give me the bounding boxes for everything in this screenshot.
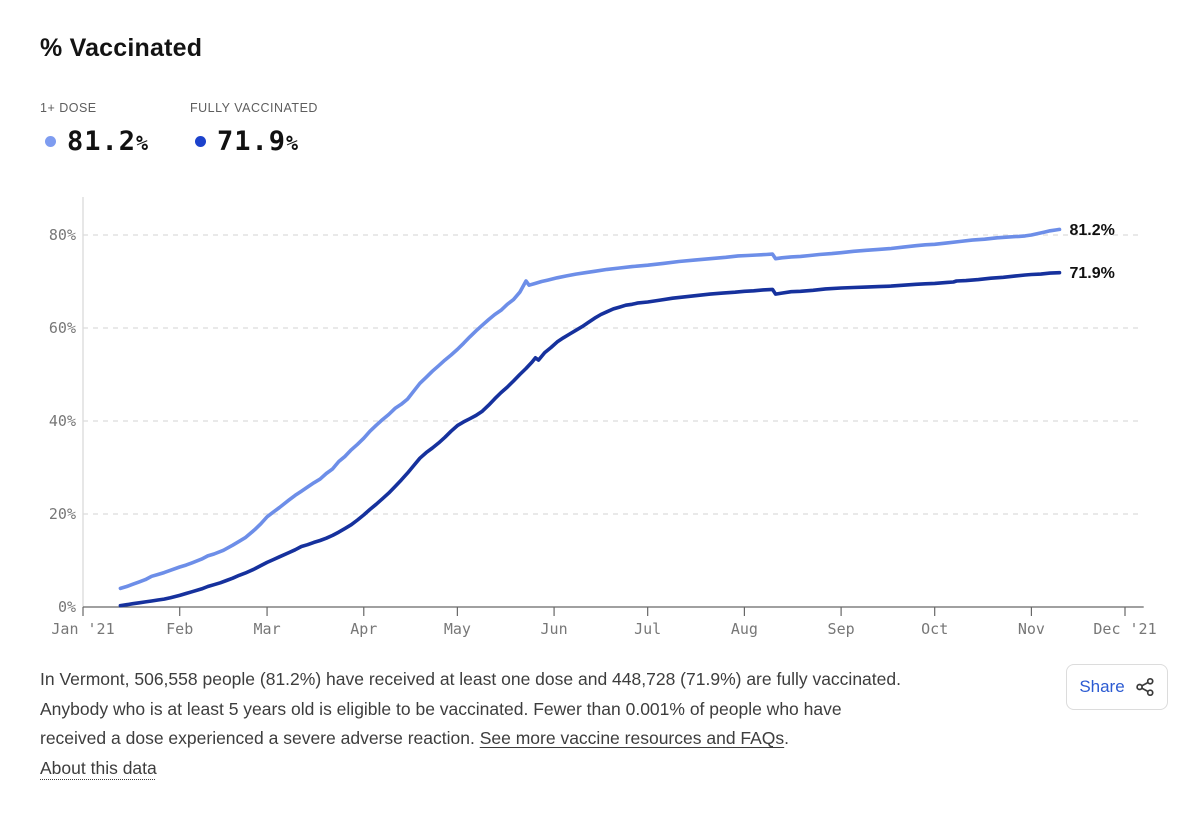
page-title: % Vaccinated [40,34,203,62]
svg-text:Apr: Apr [350,620,377,638]
svg-text:Dec '21: Dec '21 [1093,620,1156,638]
legend-value: 71.9% [217,126,300,157]
svg-text:May: May [444,620,471,638]
legend-label: 1+ DOSE [40,101,97,115]
footnote-line: received a dose experienced a severe adv… [40,728,790,748]
svg-text:Jan '21: Jan '21 [51,620,114,638]
svg-text:80%: 80% [49,226,76,244]
legend-label: FULLY VACCINATED [190,101,318,115]
share-button-label: Share [1079,677,1125,696]
svg-text:0%: 0% [58,598,76,616]
footnote-line: In Vermont, 506,558 people (81.2%) have … [40,669,901,689]
legend-value: 81.2% [67,126,150,157]
share-button[interactable]: Share [1066,664,1168,710]
svg-text:20%: 20% [49,505,76,523]
svg-text:60%: 60% [49,319,76,337]
svg-text:Jul: Jul [634,620,661,638]
svg-text:Nov: Nov [1018,620,1045,638]
chart-footnote: In Vermont, 506,558 people (81.2%) have … [40,665,1030,783]
svg-text:Mar: Mar [254,620,281,638]
svg-text:40%: 40% [49,412,76,430]
legend-dot-1plus-dose-icon [45,136,56,147]
footnote-line: Anybody who is at least 5 years old is e… [40,698,842,719]
svg-text:Feb: Feb [166,620,193,638]
vaccine-resources-link[interactable]: See more vaccine resources and FAQs [479,728,785,748]
svg-text:Oct: Oct [921,620,948,638]
svg-text:Aug: Aug [731,620,758,638]
vaccination-trend-chart: 0% 20% 40% 60% 80% Jan '21 Feb Mar Apr May Jun Jul A… [49,197,1157,638]
legend-item-1plus-dose: 1+ DOSE 81.2% [40,101,190,157]
share-icon [1135,677,1154,697]
svg-text:71.9%: 71.9% [1069,265,1114,282]
svg-text:81.2%: 81.2% [1069,222,1114,239]
svg-text:Jun: Jun [541,620,568,638]
svg-text:Sep: Sep [828,620,855,638]
legend-item-fully-vaccinated: FULLY VACCINATED 71.9% [190,101,318,157]
about-this-data-link[interactable]: About this data [40,757,157,778]
legend-dot-fully-vaccinated-icon [195,136,206,147]
legend: 1+ DOSE 81.2% FULLY VACCINATED 71.9% [40,101,318,157]
